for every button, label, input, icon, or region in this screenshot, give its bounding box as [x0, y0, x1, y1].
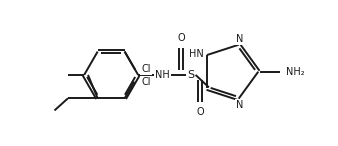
- Text: N: N: [236, 100, 243, 110]
- Text: O: O: [177, 33, 185, 43]
- Text: S: S: [187, 70, 194, 80]
- Text: Cl: Cl: [141, 77, 150, 87]
- Text: HN: HN: [189, 49, 204, 59]
- Text: NH: NH: [155, 70, 170, 80]
- Text: NH₂: NH₂: [286, 67, 305, 77]
- Text: N: N: [236, 34, 243, 44]
- Text: Cl: Cl: [141, 64, 150, 74]
- Text: O: O: [196, 107, 204, 117]
